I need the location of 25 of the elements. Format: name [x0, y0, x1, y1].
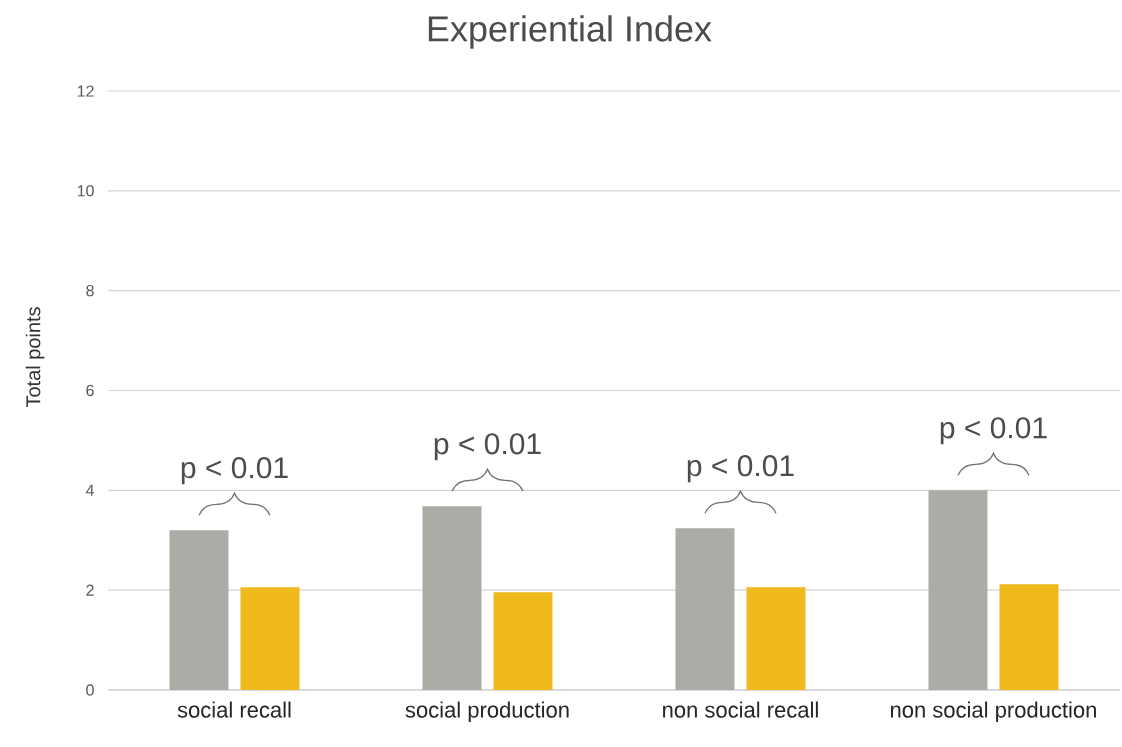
y-tick-label: 8 — [86, 285, 94, 297]
bar — [746, 587, 806, 690]
annotation: p < 0.01 — [687, 455, 794, 483]
x-tick-label: social production — [405, 701, 569, 723]
x-tick-label: non social production — [890, 701, 1096, 723]
bar — [999, 584, 1059, 690]
y-tick-label: 10 — [77, 185, 94, 197]
y-axis-title: Total points — [25, 307, 45, 408]
bar — [169, 530, 229, 690]
annotation: p < 0.01 — [434, 433, 541, 461]
bar — [675, 528, 735, 690]
chart-title: Experiential Index — [428, 15, 712, 49]
bar — [493, 592, 553, 690]
x-tick-label: social recall — [177, 701, 291, 718]
y-tick-label: 2 — [86, 584, 94, 596]
y-tick-label: 4 — [85, 484, 94, 496]
y-tick-label: 12 — [77, 85, 94, 97]
bar — [928, 490, 988, 690]
bar — [240, 587, 300, 690]
y-tick-label: 0 — [86, 684, 94, 696]
x-tick-label: non social recall — [663, 701, 818, 718]
y-tick-label: 6 — [86, 384, 94, 397]
annotation: p < 0.01 — [940, 417, 1047, 445]
bar — [422, 506, 482, 690]
annotation: p < 0.01 — [181, 457, 288, 485]
